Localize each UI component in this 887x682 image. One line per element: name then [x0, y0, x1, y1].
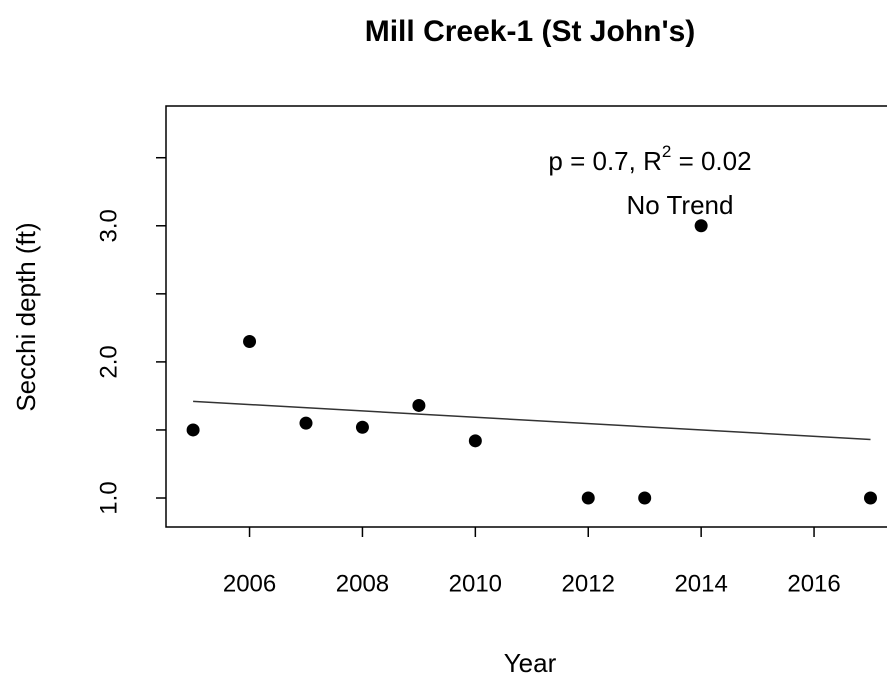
data-point [468, 434, 482, 448]
data-point [243, 334, 257, 348]
data-point [638, 491, 652, 505]
x-axis-label: Year [504, 648, 557, 678]
stat-sup: 2 [662, 142, 671, 161]
chart-title: Mill Creek-1 (St John's) [365, 15, 696, 48]
data-point [581, 491, 595, 505]
stat-annotation: p = 0.7, R2 = 0.02 [548, 142, 751, 175]
x-tick-label: 2008 [336, 570, 389, 597]
y-tick-label: 1.0 [95, 481, 122, 514]
trend-annotation: No Trend [627, 190, 734, 220]
data-point [299, 416, 313, 430]
x-tick-label: 2014 [674, 570, 727, 597]
y-axis-label: Secchi depth (ft) [11, 222, 41, 411]
data-point [863, 491, 877, 505]
x-tick-label: 2016 [787, 570, 840, 597]
x-tick-label: 2006 [223, 570, 276, 597]
stat-suffix: = 0.02 [671, 146, 751, 176]
data-point [355, 420, 369, 434]
x-tick-label: 2012 [562, 570, 615, 597]
data-point [412, 398, 426, 412]
y-tick-label: 2.0 [95, 345, 122, 378]
data-point [694, 219, 708, 233]
trend-line [193, 400, 871, 441]
x-tick-label: 2010 [449, 570, 502, 597]
data-point [186, 423, 200, 437]
y-tick-label: 3.0 [95, 209, 122, 242]
stat-prefix: p = 0.7, R [548, 146, 661, 176]
plot-frame [165, 105, 887, 528]
